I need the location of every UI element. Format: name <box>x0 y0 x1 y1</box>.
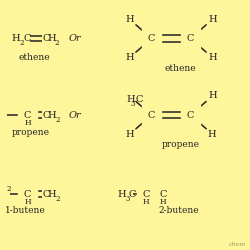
Text: 2-butene: 2-butene <box>158 206 199 215</box>
Text: 2: 2 <box>7 185 12 193</box>
Text: C: C <box>148 110 155 120</box>
Text: C: C <box>24 190 31 199</box>
Text: 2: 2 <box>19 39 24 47</box>
Text: H: H <box>48 110 56 120</box>
Text: Or: Or <box>69 34 82 43</box>
Text: H: H <box>208 53 217 62</box>
Text: H: H <box>208 130 216 139</box>
Text: H: H <box>47 34 56 43</box>
Text: H: H <box>126 95 135 104</box>
Text: 2: 2 <box>55 195 60 203</box>
Text: C: C <box>129 190 136 199</box>
Text: C: C <box>42 190 50 199</box>
Text: C: C <box>148 34 155 43</box>
Text: H: H <box>125 53 134 62</box>
Text: H: H <box>208 14 217 24</box>
Text: H: H <box>160 198 166 206</box>
Text: C: C <box>42 110 50 120</box>
Text: H: H <box>24 198 31 206</box>
Text: C: C <box>187 34 194 43</box>
Text: C: C <box>143 190 150 199</box>
Text: 2: 2 <box>55 39 60 47</box>
Text: C: C <box>24 110 31 120</box>
Text: H: H <box>125 14 134 24</box>
Text: H: H <box>11 34 20 43</box>
Text: propene: propene <box>162 140 200 149</box>
Text: C: C <box>159 190 166 199</box>
Text: 1-butene: 1-butene <box>5 206 46 215</box>
Text: 3: 3 <box>130 100 135 108</box>
Text: ethene: ethene <box>18 52 50 62</box>
Text: 3: 3 <box>125 195 130 203</box>
Text: H: H <box>118 190 126 199</box>
Text: C: C <box>42 34 50 43</box>
Text: H: H <box>143 198 150 206</box>
Text: H: H <box>208 91 217 100</box>
Text: H: H <box>125 130 134 139</box>
Text: H: H <box>48 190 56 199</box>
Text: chem: chem <box>229 242 246 248</box>
Text: 2: 2 <box>55 116 60 124</box>
Text: propene: propene <box>12 128 50 138</box>
Text: C: C <box>136 95 143 104</box>
Text: C: C <box>24 34 31 43</box>
Text: C: C <box>187 110 194 120</box>
Text: ethene: ethene <box>165 64 196 73</box>
Text: H: H <box>24 119 31 127</box>
Text: Or: Or <box>69 110 82 120</box>
